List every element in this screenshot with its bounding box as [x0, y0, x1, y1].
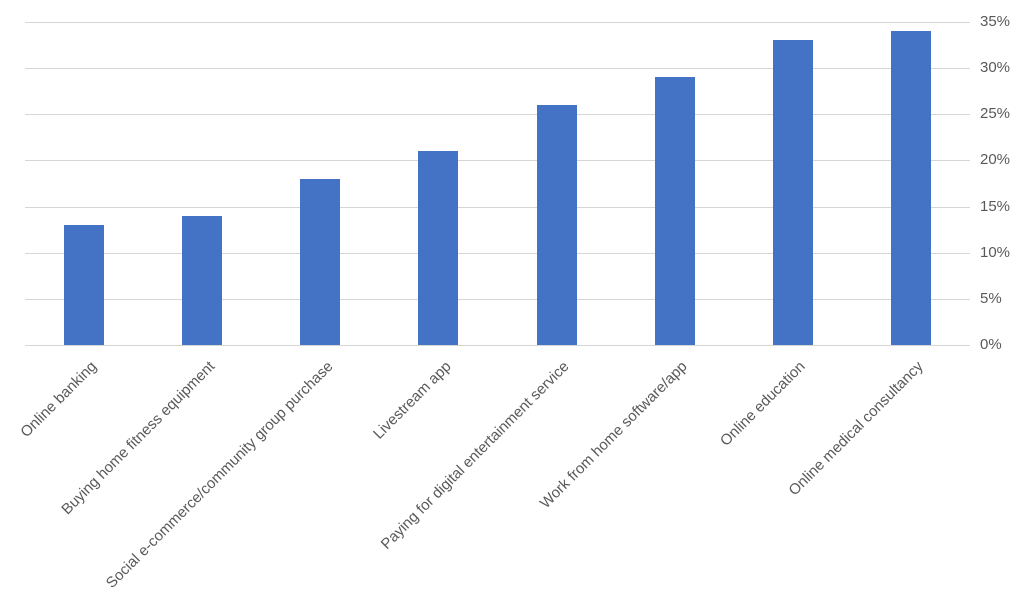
bar-5: [654, 77, 695, 345]
y-tick-label: 20%: [980, 151, 1011, 169]
y-tick-label: 0%: [980, 336, 1002, 353]
bar-0: [64, 225, 105, 345]
bar-1: [182, 215, 223, 345]
bar-2: [300, 178, 341, 345]
y-tick-label: 30%: [980, 59, 1011, 77]
gridline-5: [25, 298, 970, 300]
gridline-20: [25, 160, 970, 162]
bar-4: [536, 105, 577, 345]
bar-3: [418, 151, 459, 345]
gridline-15: [25, 206, 970, 208]
gridline-0: [25, 345, 970, 346]
y-tick-label: 5%: [980, 289, 1002, 307]
gridline-35: [25, 22, 970, 23]
x-category-label: Paying for digital entertainment service: [377, 358, 573, 553]
y-tick-label: 15%: [980, 197, 1011, 215]
x-category-label: Social e-commerce/community group purcha…: [102, 358, 337, 592]
bar-6: [772, 40, 813, 345]
gridline-25: [25, 114, 970, 116]
x-category-label: Online banking: [17, 358, 101, 441]
gridline-10: [25, 252, 970, 254]
x-category-label: Livestream app: [369, 358, 455, 443]
x-category-label: Online education: [717, 358, 809, 450]
y-tick-label: 10%: [980, 243, 1011, 261]
bar-7: [890, 31, 931, 345]
gridline-30: [25, 68, 970, 70]
y-tick-label: 25%: [980, 105, 1011, 123]
x-category-label: Online medical consultancy: [785, 358, 927, 500]
y-tick-label: 35%: [980, 13, 1011, 30]
